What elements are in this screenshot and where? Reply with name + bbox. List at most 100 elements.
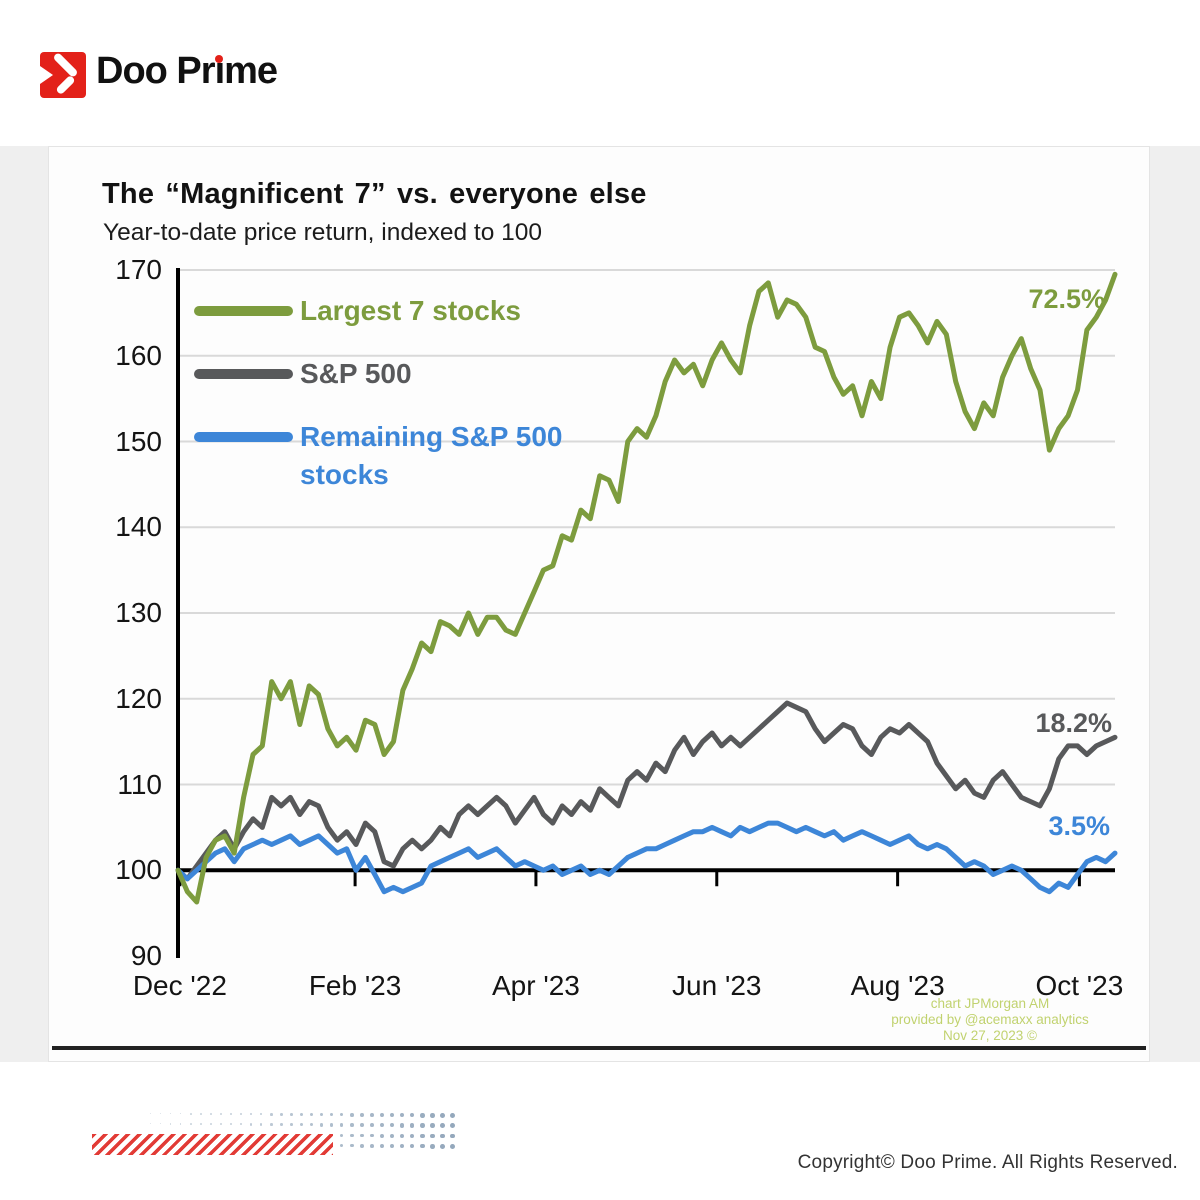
dot (280, 1113, 283, 1116)
dot (400, 1133, 405, 1138)
y-tick-label-110: 110 (117, 768, 162, 800)
doo-prime-wordmark: Doo Prı me (96, 50, 278, 93)
dot (440, 1143, 445, 1149)
dot (190, 1123, 192, 1125)
dot (260, 1123, 263, 1126)
chart-image-bottom-border (52, 1046, 1146, 1050)
dot (400, 1113, 405, 1118)
dot (270, 1113, 273, 1116)
dot (380, 1113, 384, 1117)
legend-swatch-largest7 (194, 306, 293, 316)
y-tick-label-170: 170 (115, 254, 162, 285)
dot (150, 1123, 151, 1125)
dot (360, 1123, 364, 1128)
end-label-largest7: 72.5% (1028, 284, 1105, 314)
dot (200, 1113, 202, 1115)
dot (430, 1143, 435, 1149)
dot (430, 1133, 435, 1139)
dot (450, 1123, 455, 1129)
dot (410, 1143, 415, 1149)
dot (340, 1143, 344, 1148)
dot (310, 1123, 314, 1127)
line-chart-plot (175, 268, 1118, 958)
dot (420, 1133, 425, 1139)
chart-subtitle: Year-to-date price return, indexed to 10… (103, 219, 543, 246)
dot (350, 1133, 354, 1138)
dot (340, 1133, 344, 1138)
dot (370, 1143, 374, 1148)
wordmark-pre: Doo Pr (96, 50, 216, 92)
dot (320, 1123, 324, 1127)
dot (450, 1113, 455, 1118)
dot (200, 1123, 202, 1125)
y-tick-label-160: 160 (115, 339, 162, 371)
dot (390, 1143, 395, 1148)
wordmark-post: me (224, 50, 278, 92)
end-label-sp500: 18.2% (1035, 708, 1112, 738)
dot (420, 1123, 425, 1128)
dot (410, 1123, 415, 1128)
dot (320, 1113, 324, 1117)
dot (340, 1123, 344, 1127)
dot (330, 1113, 334, 1117)
chart-title: The “Magnificent 7” vs. everyone else (102, 178, 647, 210)
series-line-s-p-500 (175, 700, 1118, 882)
copyright-text: Copyright© Doo Prime. All Rights Reserve… (797, 1152, 1178, 1173)
red-stripes-pattern (92, 1134, 333, 1155)
dot (260, 1113, 263, 1116)
series-line-largest-7-stocks (175, 271, 1118, 905)
chart-watermark: chart JPMorgan AM provided by @acemaxx a… (845, 996, 1135, 1044)
x-tick-label-0: Dec '22 (132, 970, 227, 1001)
x-tick-label-1: Feb '23 (308, 970, 402, 1001)
y-tick-label-150: 150 (115, 425, 162, 457)
dot (300, 1113, 303, 1116)
end-label-remaining-sp500: 3.5% (1048, 811, 1110, 841)
dot (380, 1133, 384, 1138)
x-tick-label-3: Jun '23 (672, 970, 762, 1001)
dot (390, 1113, 395, 1118)
dot (270, 1123, 273, 1126)
dot (350, 1123, 354, 1127)
dot (370, 1123, 374, 1128)
dot (400, 1143, 405, 1149)
y-tick-label-130: 130 (115, 597, 162, 628)
dot (240, 1113, 243, 1116)
dot (210, 1113, 212, 1115)
dot (250, 1113, 253, 1116)
dot (440, 1133, 445, 1139)
dot (180, 1123, 182, 1125)
dot (360, 1133, 364, 1138)
dot (290, 1123, 293, 1127)
dot (170, 1123, 172, 1125)
legend-swatch-remaining-sp500 (194, 432, 293, 442)
dot (290, 1113, 293, 1116)
dot (150, 1113, 151, 1114)
dot (450, 1143, 455, 1149)
chart-card (48, 146, 1150, 1062)
dot (210, 1123, 212, 1126)
y-tick-label-140: 140 (115, 511, 162, 543)
x-tick-label-5: Oct '23 (1035, 970, 1124, 1001)
dot (220, 1123, 222, 1126)
x-tick-label-2: Apr '23 (492, 970, 580, 1001)
watermark-line-1: chart JPMorgan AM (930, 996, 1050, 1011)
dot (160, 1123, 162, 1125)
dot (410, 1113, 415, 1118)
dot (410, 1133, 415, 1138)
dot (380, 1143, 384, 1148)
legend-swatch-sp500 (194, 369, 293, 379)
x-tick-label-4: Aug '23 (850, 970, 945, 1001)
dot (420, 1113, 425, 1118)
y-tick-label-100: 100 (115, 854, 162, 886)
dot (350, 1113, 354, 1117)
dot (280, 1123, 283, 1126)
dot (370, 1113, 374, 1117)
dot (250, 1123, 253, 1126)
legend-label-sp500: S&P 500 (300, 358, 412, 389)
dot (420, 1143, 425, 1149)
watermark-line-2: provided by @acemaxx analytics (891, 1012, 1089, 1027)
series-line-remaining-s-p-500-stocks (175, 820, 1118, 895)
dot (240, 1123, 243, 1126)
logo-arrow-top-stroke (52, 51, 79, 79)
